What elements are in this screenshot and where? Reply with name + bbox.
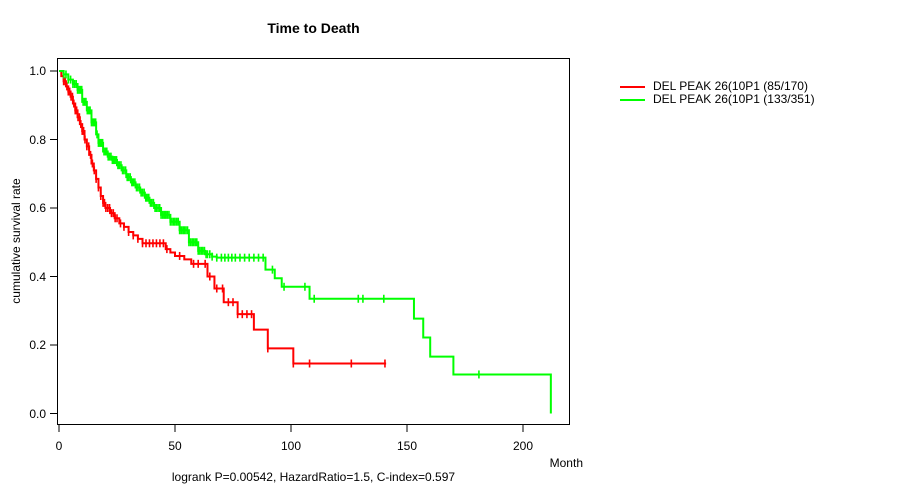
survival-curve-0 — [59, 70, 387, 365]
legend-item: DEL PEAK 26(10P1 (85/170) — [620, 80, 815, 93]
y-tick-label: 0.0 — [29, 406, 46, 421]
x-tick-label: 0 — [55, 439, 63, 453]
y-tick-label: 1.0 — [29, 64, 46, 78]
legend: DEL PEAK 26(10P1 (85/170) DEL PEAK 26(10… — [620, 80, 815, 106]
legend-line-icon — [620, 85, 645, 88]
survival-curve-1 — [59, 70, 552, 414]
legend-line-icon — [620, 98, 645, 101]
y-axis-label: cumulative survival rate — [9, 178, 23, 304]
legend-item: DEL PEAK 26(10P1 (133/351) — [620, 93, 815, 106]
x-tick-label: 150 — [396, 439, 418, 453]
plot-box — [57, 58, 570, 425]
y-tick-label: 0.4 — [29, 269, 46, 284]
x-axis-label: Month — [549, 456, 583, 470]
legend-label: DEL PEAK 26(10P1 (133/351) — [653, 92, 815, 106]
stats-footnote: logrank P=0.00542, HazardRatio=1.5, C-in… — [171, 470, 456, 484]
chart-title: Time to Death — [267, 20, 360, 36]
legend-label: DEL PEAK 26(10P1 (85/170) — [653, 79, 808, 93]
x-tick-label: 50 — [168, 439, 182, 453]
x-tick-label: 100 — [280, 439, 302, 453]
y-tick-label: 0.8 — [29, 132, 46, 147]
x-tick-label: 200 — [512, 439, 534, 453]
y-tick-label: 0.2 — [29, 338, 46, 352]
y-tick-label: 0.6 — [29, 201, 46, 215]
